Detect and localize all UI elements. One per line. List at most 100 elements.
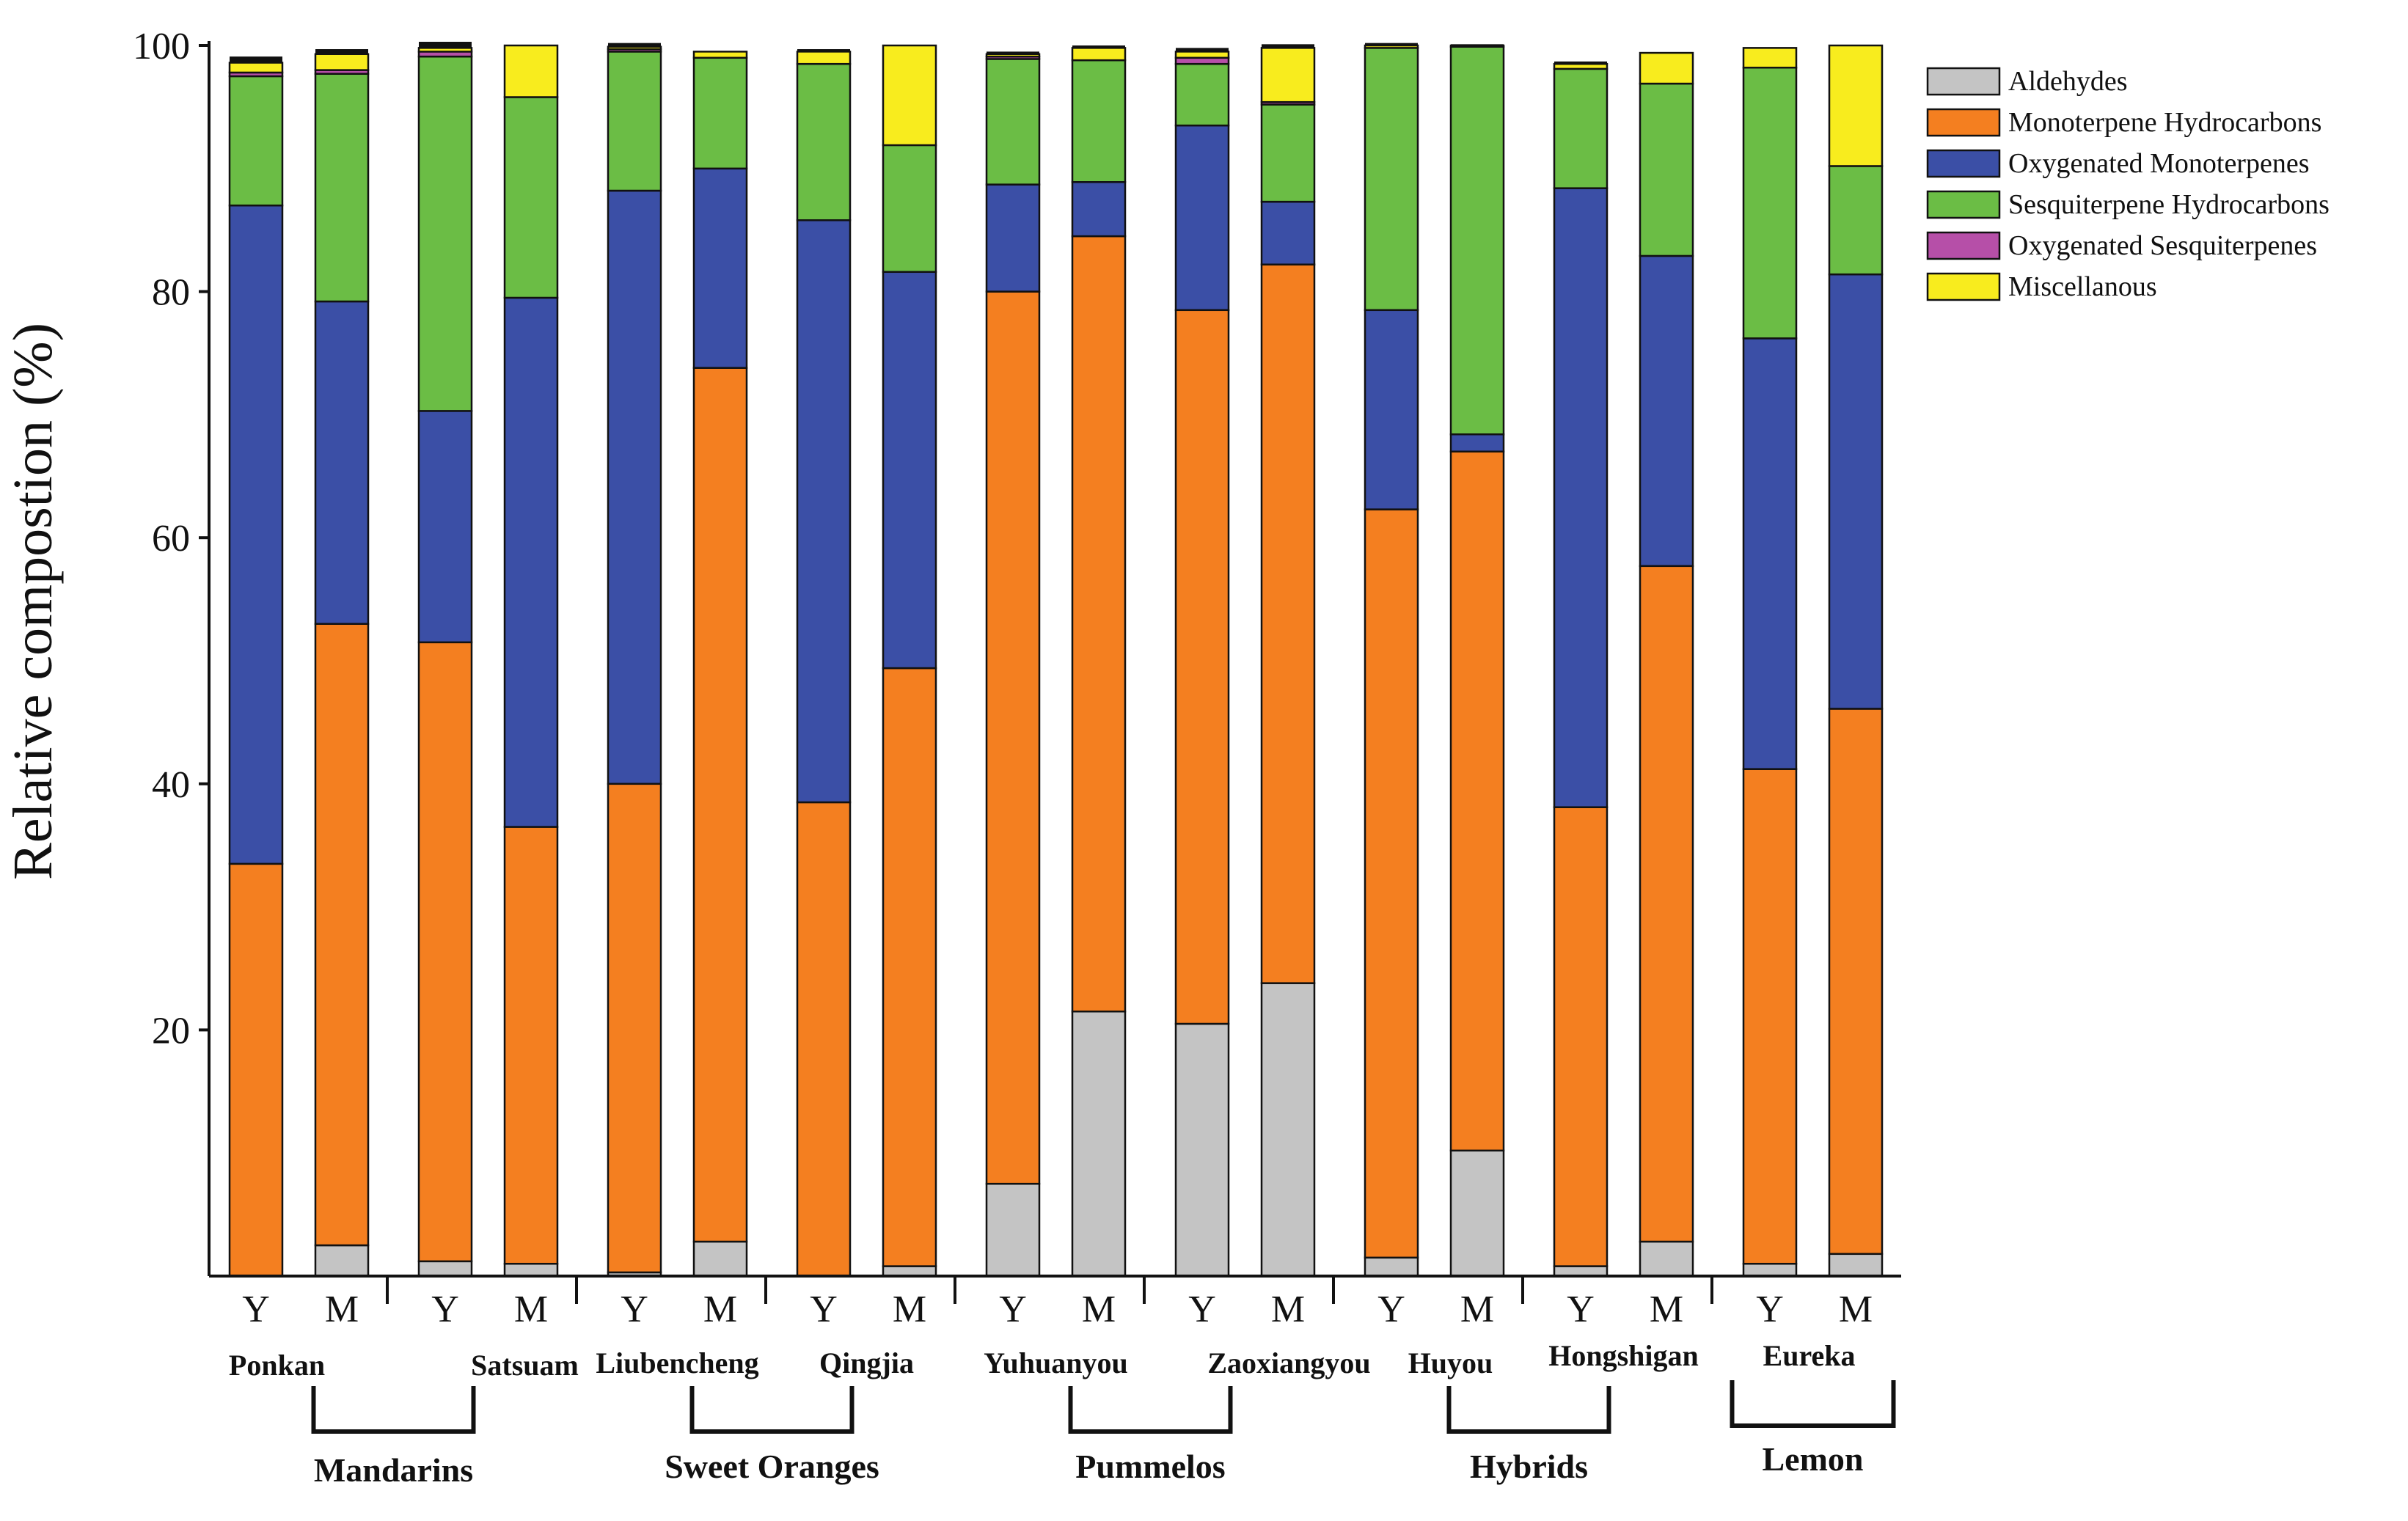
axes-group	[199, 41, 1901, 1434]
bar-segment-ponkan-y-s2	[228, 204, 284, 865]
legend-swatch-1	[1926, 108, 2001, 137]
bar-segment-hongshigan-y-s3	[1553, 67, 1609, 189]
bar-segment-hongshigan-y-s0	[1553, 1265, 1609, 1278]
x-category-label: M	[325, 1289, 359, 1330]
bar-segment-zaoxiangyou-m-s1	[1260, 263, 1316, 984]
variety-label-hongshigan: Hongshigan	[1548, 1339, 1699, 1372]
bar-segment-hongshigan-m-s1	[1639, 565, 1694, 1243]
variety-label-yuhuanyou: Yuhuanyou	[984, 1346, 1127, 1379]
variety-label-satsuam: Satsuam	[471, 1349, 579, 1382]
variety-label-qingjia: Qingjia	[819, 1346, 914, 1379]
group-label-lemon: Lemon	[1763, 1440, 1864, 1478]
bar-segment-hongshigan-m-s3	[1639, 82, 1694, 257]
group-bracket-sweet-oranges	[689, 1386, 854, 1434]
group-label-pummelos: Pummelos	[1075, 1448, 1225, 1485]
bar-segment-eureka-m-s1	[1828, 708, 1884, 1256]
bar-segment-eureka-m-s2	[1828, 273, 1884, 710]
bar-segment-yuhuanyou-y-s2	[985, 183, 1041, 293]
legend-label-3: Sesquiterpene Hydrocarbons	[2008, 189, 2330, 220]
bar-cap-liubencheng-y	[608, 43, 661, 47]
bar-segment-ponkan-m-s2	[314, 300, 370, 625]
bar-cap-huyou-y	[1365, 43, 1418, 45]
bar-segment-huyou-m-s1	[1449, 450, 1505, 1152]
bar-segment-satsuam-y-s2	[417, 410, 473, 644]
x-category-label: Y	[242, 1289, 270, 1330]
x-category-label: M	[514, 1289, 548, 1330]
bar-segment-zaoxiangyou-y-s1	[1174, 309, 1230, 1025]
bar-segment-zaoxiangyou-m-s5	[1260, 47, 1316, 103]
bar-segment-hongshigan-y-s2	[1553, 187, 1609, 808]
y-tick-label: 80	[152, 272, 190, 314]
bar-segment-liubencheng-m-s2	[692, 167, 748, 369]
x-category-label: Y	[621, 1289, 648, 1330]
variety-label-huyou: Huyou	[1408, 1346, 1493, 1379]
bar-segment-zaoxiangyou-y-s4	[1174, 56, 1230, 65]
group-bracket-hybrids	[1446, 1386, 1611, 1434]
bar-segment-eureka-y-s1	[1742, 768, 1798, 1265]
legend-label-1: Monoterpene Hydrocarbons	[2008, 107, 2321, 138]
bar-segment-yuhuanyou-y-s3	[985, 58, 1041, 186]
bar-cap-satsuam-y	[419, 41, 472, 48]
y-tick-label: 60	[152, 518, 190, 560]
legend-label-5: Miscellanous	[2008, 271, 2157, 302]
legend-label-0: Aldehydes	[2008, 66, 2128, 97]
bar-segment-liubencheng-m-s0	[692, 1240, 748, 1278]
bar-segment-satsuam-m-s3	[503, 96, 559, 299]
bar-segment-liubencheng-m-s5	[692, 51, 748, 59]
bar-segment-eureka-m-s3	[1828, 165, 1884, 276]
y-axis-title: Relative compostion (%)	[2, 323, 64, 880]
bar-segment-huyou-y-s5	[1364, 44, 1419, 49]
bar-segment-satsuam-m-s1	[503, 826, 559, 1265]
x-category-label: M	[1650, 1289, 1683, 1330]
bar-segment-ponkan-m-s0	[314, 1244, 370, 1278]
bar-segment-qingjia-m-s1	[882, 667, 937, 1267]
legend-swatch-3	[1926, 190, 2001, 219]
legend: Aldehydes Monoterpene Hydrocarbons Oxygena…	[1926, 66, 2330, 302]
variety-label-liubencheng: Liubencheng	[596, 1346, 758, 1379]
bar-segment-ponkan-y-s1	[228, 862, 284, 1278]
group-label-hybrids: Hybrids	[1470, 1448, 1588, 1485]
bar-segment-ponkan-y-s5	[228, 62, 284, 74]
legend-swatch-0	[1926, 67, 2001, 96]
bar-cap-yuhuanyou-y	[987, 51, 1039, 54]
bar-segment-satsuam-y-s5	[417, 47, 473, 53]
bar-segment-qingjia-y-s2	[796, 219, 852, 804]
legend-label-2: Oxygenated Monoterpenes	[2008, 148, 2310, 179]
bar-segment-zaoxiangyou-y-s0	[1174, 1022, 1230, 1278]
bar-segment-huyou-m-s0	[1449, 1149, 1505, 1278]
bar-segment-satsuam-y-s0	[417, 1260, 473, 1278]
bar-segment-qingjia-m-s3	[882, 144, 937, 274]
bar-segment-yuhuanyou-m-s5	[1071, 47, 1127, 62]
bar-cap-huyou-m	[1451, 44, 1504, 46]
legend-swatch-5	[1926, 272, 2001, 301]
x-category-label: M	[1082, 1289, 1116, 1330]
bar-segment-hongshigan-m-s0	[1639, 1240, 1694, 1278]
y-tick-label: 40	[152, 764, 190, 806]
bar-segment-huyou-y-s3	[1364, 47, 1419, 312]
bar-segment-ponkan-y-s3	[228, 75, 284, 207]
group-bracket-lemon	[1730, 1380, 1896, 1428]
x-category-label: Y	[1188, 1289, 1216, 1330]
bar-segment-eureka-y-s0	[1742, 1262, 1798, 1278]
bar-segment-satsuam-y-s1	[417, 641, 473, 1263]
bar-segment-satsuam-m-s5	[503, 44, 559, 98]
group-label-sweet-oranges: Sweet Oranges	[665, 1448, 879, 1485]
x-category-label: M	[1271, 1289, 1305, 1330]
bar-segment-liubencheng-y-s2	[607, 189, 662, 785]
bar-segment-eureka-m-s5	[1828, 44, 1884, 167]
bar-segment-qingjia-y-s3	[796, 62, 852, 221]
bar-segment-qingjia-m-s2	[882, 271, 937, 670]
bars-group	[228, 41, 1884, 1278]
bar-segment-satsuam-m-s2	[503, 296, 559, 828]
bar-segment-yuhuanyou-m-s3	[1071, 59, 1127, 183]
x-category-label: Y	[1567, 1289, 1595, 1330]
legend-swatch-2	[1926, 149, 2001, 178]
x-category-label: Y	[1756, 1289, 1784, 1330]
x-category-label: Y	[810, 1289, 838, 1330]
bar-segment-zaoxiangyou-m-s3	[1260, 103, 1316, 203]
y-tick-label: 20	[152, 1010, 190, 1052]
group-label-mandarins: Mandarins	[314, 1451, 473, 1489]
group-bracket-mandarins	[311, 1386, 476, 1434]
x-category-label: M	[1839, 1289, 1873, 1330]
